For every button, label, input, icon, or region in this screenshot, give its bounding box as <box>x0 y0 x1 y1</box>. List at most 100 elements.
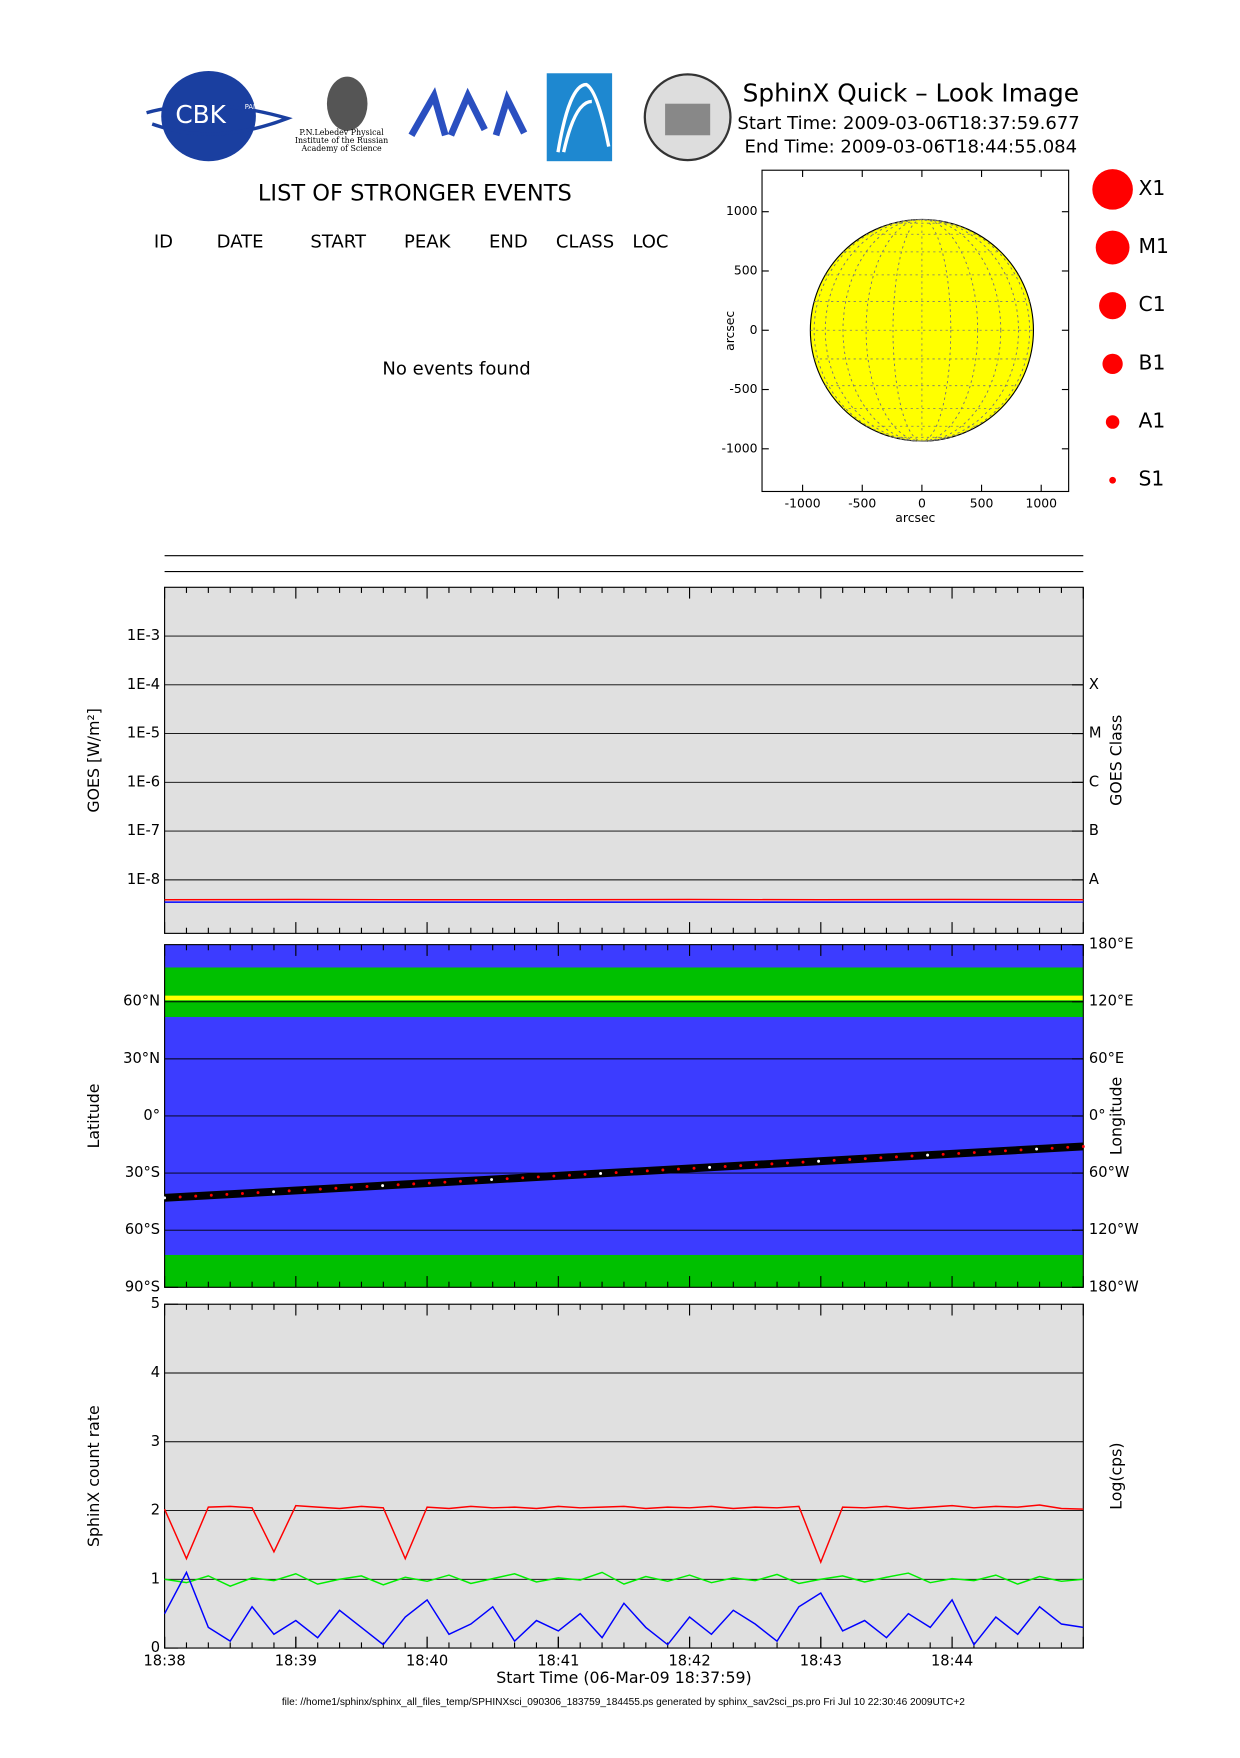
legend-marker <box>1099 292 1126 319</box>
track-dot <box>661 1168 664 1171</box>
track-dot <box>599 1172 602 1175</box>
track-dot <box>957 1152 960 1155</box>
legend-marker <box>1109 477 1116 484</box>
track-dot <box>334 1187 337 1190</box>
track-dot <box>552 1175 555 1178</box>
x-tick-label: 18:38 <box>143 1653 185 1670</box>
start-time: Start Time: 2009-03-06T18:37:59.677 <box>737 113 1079 134</box>
x-tick-label: -1000 <box>785 495 821 510</box>
plot-background <box>165 587 1084 933</box>
y2-tick-label: 120°W <box>1089 1221 1139 1238</box>
caption: Academy of Science <box>300 144 382 153</box>
track-dot <box>428 1182 431 1185</box>
y2-axis-label: GOES Class <box>1107 715 1126 806</box>
y-tick-label: -1000 <box>722 440 758 455</box>
legend-marker <box>1096 231 1130 265</box>
y-tick-label: 90°S <box>125 1278 160 1295</box>
column-header: CLASS <box>556 231 614 252</box>
logo-text: CBK <box>175 100 226 129</box>
track-dot <box>225 1193 228 1196</box>
track-dot <box>490 1178 493 1181</box>
track-dot <box>475 1179 478 1182</box>
track-dot <box>1035 1148 1038 1151</box>
legend-label: S1 <box>1139 467 1165 491</box>
x-tick-label: 18:39 <box>275 1653 317 1670</box>
track-dot <box>755 1163 758 1166</box>
track-dot <box>879 1156 882 1159</box>
y-tick-label: 1000 <box>726 203 758 218</box>
track-dot <box>646 1169 649 1172</box>
y2-tick-label: 0° <box>1089 1107 1106 1124</box>
y-tick-label: 1 <box>151 1570 160 1587</box>
y-tick-label: 1E-7 <box>127 822 160 839</box>
y2-tick-label: M <box>1089 725 1102 742</box>
y2-tick-label: X <box>1089 676 1099 693</box>
y2-tick-label: B <box>1089 822 1099 839</box>
x-axis-label: arcsec <box>895 510 935 525</box>
track-dot <box>1082 1145 1085 1148</box>
track-dot <box>677 1168 680 1171</box>
legend-marker <box>1092 169 1133 210</box>
track-dot <box>319 1188 322 1191</box>
region-band <box>165 967 1084 1016</box>
track-dot <box>412 1182 415 1185</box>
legend-label: X1 <box>1139 176 1166 200</box>
x-tick-label: 0 <box>918 495 926 510</box>
track-dot <box>1066 1146 1069 1149</box>
track-dot <box>584 1173 587 1176</box>
track-dot <box>1004 1149 1007 1152</box>
track-dot <box>537 1175 540 1178</box>
end-time: End Time: 2009-03-06T18:44:55.084 <box>745 137 1078 158</box>
track-dot <box>303 1189 306 1192</box>
y2-tick-label: 60°E <box>1089 1050 1124 1067</box>
track-dot <box>568 1174 571 1177</box>
y-tick-label: 2 <box>151 1502 160 1519</box>
solar-disk <box>810 219 1033 441</box>
y2-tick-label: 60°W <box>1089 1164 1129 1181</box>
footer: file: //home1/sphinx/sphinx_all_files_te… <box>282 1697 965 1708</box>
y-tick-label: 1E-8 <box>127 871 160 888</box>
track-dot <box>817 1160 820 1163</box>
track-dot <box>241 1192 244 1195</box>
track-dot <box>1020 1148 1023 1151</box>
track-dot <box>911 1155 914 1158</box>
track-dot <box>366 1185 369 1188</box>
track-dot <box>210 1194 213 1197</box>
y-tick-label: 1E-5 <box>127 725 160 742</box>
track-dot <box>926 1154 929 1157</box>
no-events: No events found <box>382 359 530 380</box>
x-tick-label: 18:40 <box>406 1653 448 1670</box>
track-dot <box>179 1196 182 1199</box>
y2-tick-label: 180°W <box>1089 1278 1139 1295</box>
legend-label: A1 <box>1139 409 1166 433</box>
logo-miah <box>411 96 524 135</box>
y-axis-label: Latitude <box>84 1084 103 1149</box>
y2-tick-label: 180°E <box>1089 936 1134 953</box>
y-axis-label: SphinX count rate <box>84 1405 103 1547</box>
x-tick-label: -500 <box>848 495 876 510</box>
track-dot <box>942 1153 945 1156</box>
track-dot <box>506 1177 509 1180</box>
track-dot <box>724 1165 727 1168</box>
y2-axis-label: Longitude <box>1107 1077 1126 1155</box>
track-dot <box>615 1171 618 1174</box>
y-tick-label: 4 <box>151 1364 160 1381</box>
track-dot <box>521 1176 524 1179</box>
track-dot <box>988 1150 991 1153</box>
track-dot <box>739 1164 742 1167</box>
x-tick-label: 18:43 <box>800 1653 842 1670</box>
track-dot <box>864 1157 867 1160</box>
column-header: DATE <box>217 231 264 252</box>
events-title: LIST OF STRONGER EVENTS <box>258 180 572 206</box>
track-dot <box>693 1167 696 1170</box>
track-dot <box>272 1190 275 1193</box>
y-tick-label: 0 <box>750 322 758 337</box>
track-dot <box>630 1170 633 1173</box>
y-axis-label: arcsec <box>722 311 737 351</box>
x-tick-label: 500 <box>970 495 994 510</box>
track-dot <box>973 1151 976 1154</box>
y2-axis-label: Log(cps) <box>1107 1442 1126 1509</box>
y-tick-label: 1E-4 <box>127 676 160 693</box>
portrait <box>327 77 368 131</box>
